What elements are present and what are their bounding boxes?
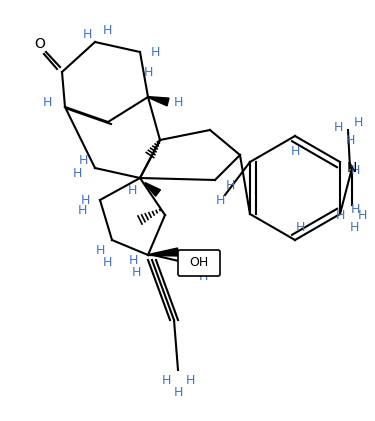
Text: N: N bbox=[347, 161, 357, 175]
Text: H: H bbox=[345, 133, 355, 147]
Text: H: H bbox=[290, 144, 300, 157]
Text: H: H bbox=[143, 66, 153, 78]
Text: H: H bbox=[72, 166, 82, 179]
Text: H: H bbox=[215, 194, 225, 206]
Text: H: H bbox=[350, 203, 360, 216]
Text: H: H bbox=[78, 154, 88, 166]
Text: H: H bbox=[131, 266, 141, 280]
Text: H: H bbox=[161, 373, 171, 386]
Text: H: H bbox=[102, 24, 112, 37]
Text: H: H bbox=[80, 194, 90, 206]
Text: H: H bbox=[128, 253, 138, 266]
Text: H: H bbox=[349, 221, 358, 234]
Text: OH: OH bbox=[189, 256, 209, 269]
Text: H: H bbox=[173, 96, 183, 109]
Text: H: H bbox=[225, 179, 235, 192]
Text: H: H bbox=[173, 386, 183, 399]
Text: H: H bbox=[357, 208, 367, 221]
FancyBboxPatch shape bbox=[178, 250, 220, 276]
Text: H: H bbox=[335, 208, 345, 221]
Polygon shape bbox=[148, 248, 178, 256]
Polygon shape bbox=[148, 96, 169, 106]
Text: H: H bbox=[353, 115, 363, 128]
Text: H: H bbox=[95, 243, 105, 256]
Text: H: H bbox=[127, 184, 136, 197]
Text: H: H bbox=[82, 27, 92, 40]
Text: H: H bbox=[333, 120, 343, 133]
Text: H: H bbox=[350, 163, 360, 176]
Text: H: H bbox=[198, 269, 208, 282]
Text: H: H bbox=[150, 45, 160, 59]
Text: H: H bbox=[295, 221, 304, 234]
Text: H: H bbox=[77, 203, 87, 216]
Text: H: H bbox=[185, 373, 195, 386]
Polygon shape bbox=[145, 183, 160, 196]
Text: O: O bbox=[34, 37, 45, 51]
Text: H: H bbox=[102, 256, 112, 269]
Text: H: H bbox=[42, 96, 52, 109]
